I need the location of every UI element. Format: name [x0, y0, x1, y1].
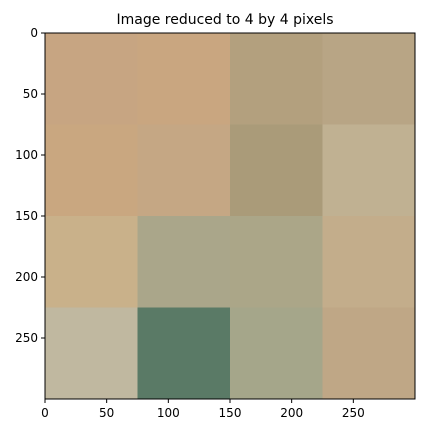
heatmap-cell-r3-c3 [322, 307, 415, 399]
heatmap-cell-r3-c1 [137, 307, 230, 399]
x-tick-label: 0 [41, 406, 49, 420]
heatmap-cell-r1-c1 [137, 124, 230, 216]
x-tick-label: 100 [157, 406, 180, 420]
heatmap-cell-r0-c2 [230, 33, 323, 125]
heatmap-cell-r2-c2 [230, 216, 323, 308]
heatmap-cell-r0-c1 [137, 33, 230, 125]
y-tick-label: 0 [30, 26, 38, 40]
x-tick-label: 250 [342, 406, 365, 420]
y-tick-label: 150 [15, 209, 38, 223]
y-tick-label: 100 [15, 148, 38, 162]
heatmap-cell-r0-c0 [45, 33, 138, 125]
plot-frame [44, 32, 416, 400]
heatmap-cell-r1-c2 [230, 124, 323, 216]
heatmap-cell-r1-c3 [322, 124, 415, 216]
y-tick-label: 250 [15, 331, 38, 345]
x-tick-label: 200 [280, 406, 303, 420]
heatmap-cell-r2-c3 [322, 216, 415, 308]
heatmap-cell-r1-c0 [45, 124, 138, 216]
x-axis: 0 50 100 150 200 250 [41, 399, 365, 420]
x-tick-label: 150 [219, 406, 242, 420]
heatmap-cells [45, 33, 415, 399]
heatmap-cell-r2-c1 [137, 216, 230, 308]
y-tick-label: 200 [15, 270, 38, 284]
heatmap-cell-r0-c3 [322, 33, 415, 125]
heatmap-cell-r2-c0 [45, 216, 138, 308]
heatmap-cell-r3-c2 [230, 307, 323, 399]
chart-title: Image reduced to 4 by 4 pixels [116, 12, 333, 28]
y-axis: 0 50 100 150 200 250 [15, 26, 45, 345]
heatmap-cell-r3-c0 [45, 307, 138, 399]
x-tick-label: 50 [99, 406, 114, 420]
y-tick-label: 50 [23, 87, 38, 101]
